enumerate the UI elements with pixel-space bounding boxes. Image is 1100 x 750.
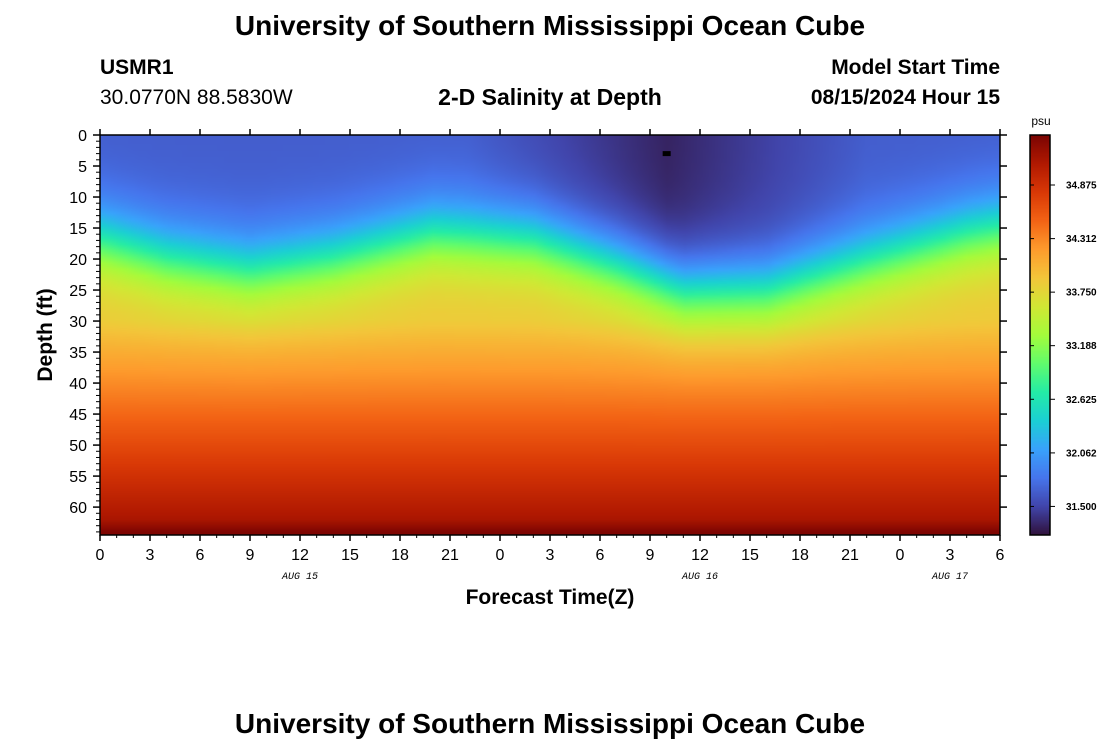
x-tick-label: 3 <box>546 547 555 564</box>
x-tick-label: 0 <box>496 547 505 564</box>
x-tick-label: 12 <box>291 547 309 564</box>
x-tick-label: 9 <box>646 547 655 564</box>
x-tick-label: 18 <box>791 547 809 564</box>
x-tick-label: 18 <box>391 547 409 564</box>
date-label: AUG 17 <box>931 572 968 583</box>
date-label: AUG 16 <box>681 572 718 583</box>
x-tick-label: 0 <box>96 547 105 564</box>
colorbar-unit: psu <box>1031 114 1050 128</box>
colorbar-tick-label: 32.062 <box>1066 448 1097 459</box>
y-tick-label: 15 <box>69 221 87 238</box>
y-tick-label: 20 <box>69 252 87 269</box>
y-axis-label: Depth (ft) <box>34 288 57 381</box>
colorbar-tick-label: 34.875 <box>1066 181 1097 192</box>
colorbar-tick-label: 32.625 <box>1066 395 1097 406</box>
y-tick-label: 60 <box>69 500 87 517</box>
colorbar-tick-label: 33.188 <box>1066 341 1097 352</box>
chart-title: 2-D Salinity at Depth <box>438 84 662 110</box>
colorbar-tick-label: 34.312 <box>1066 234 1097 245</box>
colorbar-tick-label: 31.500 <box>1066 502 1097 513</box>
x-tick-label: 3 <box>946 547 955 564</box>
model-start-value: 08/15/2024 Hour 15 <box>810 86 1000 109</box>
y-tick-label: 0 <box>78 128 87 145</box>
x-tick-label: 0 <box>896 547 905 564</box>
x-tick-label: 3 <box>146 547 155 564</box>
colorbar-tick-label: 33.750 <box>1066 288 1097 299</box>
colorbar-gradient <box>1030 135 1050 535</box>
page-title: University of Southern Mississippi Ocean… <box>234 10 866 41</box>
salinity-chart: 0 3 6 9 12 15 18 21 0 3 6 9 12 15 18 21 0 3 60510152025303… <box>34 114 1097 609</box>
x-tick-label: 21 <box>841 547 859 564</box>
x-tick-label: 6 <box>596 547 605 564</box>
station-coordinates: 30.0770N 88.5830W <box>100 86 293 109</box>
salinity-heatmap <box>100 135 1000 535</box>
y-tick-label: 30 <box>69 314 87 331</box>
y-tick-label: 10 <box>69 190 87 207</box>
x-tick-label: 15 <box>341 547 359 564</box>
y-tick-label: 55 <box>69 469 87 486</box>
x-tick-label: 21 <box>441 547 459 564</box>
x-axis-label: Forecast Time(Z) <box>466 586 635 609</box>
y-tick-label: 40 <box>69 376 87 393</box>
y-tick-label: 25 <box>69 283 87 300</box>
x-tick-label: 6 <box>196 547 205 564</box>
y-tick-label: 5 <box>78 159 87 176</box>
y-tick-label: 45 <box>69 407 87 424</box>
y-tick-label: 50 <box>69 438 87 455</box>
station-id: USMR1 <box>100 56 174 79</box>
x-tick-label: 12 <box>691 547 709 564</box>
date-label: AUG 15 <box>281 572 318 583</box>
x-tick-label: 9 <box>246 547 255 564</box>
y-tick-label: 35 <box>69 345 87 362</box>
x-tick-label: 6 <box>996 547 1005 564</box>
model-start-label: Model Start Time <box>831 56 1000 79</box>
colorbar-frame <box>1029 134 1051 536</box>
footer-title: University of Southern Mississippi Ocean… <box>234 708 866 739</box>
x-tick-label: 15 <box>741 547 759 564</box>
data-marker <box>662 151 671 157</box>
